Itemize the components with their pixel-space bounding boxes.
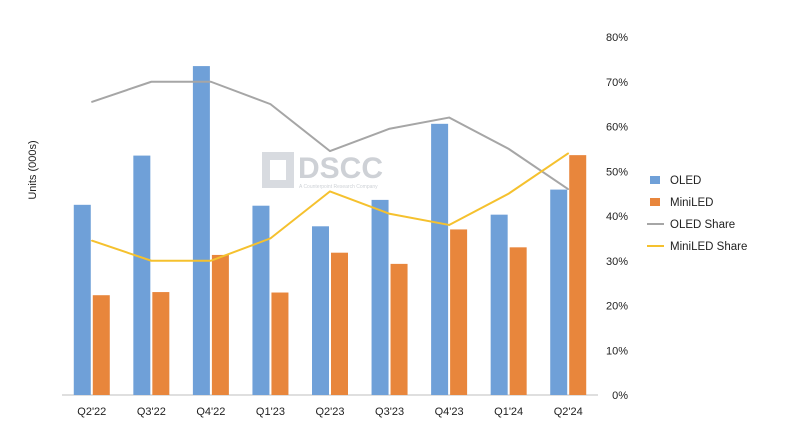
watermark-logo-mark-inner: [270, 160, 286, 180]
bar-oled-6: [431, 123, 449, 395]
y2-tick-label: 50%: [606, 166, 628, 178]
point-miniled-share-5: [388, 212, 391, 215]
legend-label-oled-share: OLED Share: [670, 219, 735, 231]
watermark-tagline: A Counterpoint Research Company: [299, 184, 378, 190]
point-miniled-share-4: [329, 190, 331, 193]
point-miniled-share-8: [567, 152, 570, 155]
watermark-brand: DSCC: [298, 152, 383, 185]
x-tick-label: Q2'23: [315, 406, 344, 418]
point-oled-share-8: [567, 188, 570, 190]
point-oled-share-2: [210, 80, 212, 83]
bar-miniled-5: [390, 263, 408, 395]
point-oled-share-3: [269, 103, 272, 105]
legend-label-oled: OLED: [670, 175, 701, 187]
point-oled-share-5: [388, 127, 391, 130]
legend-label-miniled: MiniLED: [670, 197, 713, 209]
dscc-watermark: DSCC A Counterpoint Research Company: [262, 152, 383, 190]
bar-oled-3: [252, 205, 270, 395]
x-tick-label: Q1'23: [256, 406, 285, 418]
y2-tick-label: 10%: [606, 345, 628, 357]
point-miniled-share-7: [507, 192, 510, 195]
legend-swatch-oled: [650, 176, 660, 184]
bar-miniled-1: [152, 292, 170, 395]
bar-miniled-8: [569, 155, 587, 395]
bar-miniled-2: [211, 254, 229, 395]
x-tick-label: Q2'24: [554, 406, 583, 418]
x-tick-label: Q4'23: [435, 406, 464, 418]
point-oled-share-4: [329, 150, 331, 152]
y2-tick-label: 70%: [606, 77, 628, 89]
y2-tick-label: 40%: [606, 211, 628, 223]
bar-oled-2: [192, 66, 210, 396]
legend-swatch-miniled: [650, 198, 660, 206]
y2-tick-label: 30%: [606, 256, 628, 268]
point-oled-share-1: [150, 80, 153, 83]
share-lines: [90, 80, 570, 262]
x-tick-label: Q3'22: [137, 406, 166, 418]
bar-oled-4: [312, 226, 329, 395]
legend-label-miniled-share: MiniLED Share: [670, 241, 747, 253]
tick-labels: Q2'22 Q3'22 Q4'22 Q1'23 Q2'23 Q3'23 Q4'23 Q1'24…: [77, 32, 628, 418]
point-oled-share-7: [507, 148, 510, 150]
bars: [73, 66, 587, 396]
bar-miniled-4: [331, 252, 348, 395]
y2-tick-label: 0%: [612, 390, 628, 402]
bar-oled-8: [550, 189, 568, 395]
bar-miniled-6: [450, 229, 468, 395]
point-oled-share-0: [90, 101, 93, 103]
x-tick-label: Q3'23: [375, 406, 404, 418]
bar-oled-0: [73, 204, 91, 395]
y2-tick-label: 60%: [606, 122, 628, 134]
bar-oled-1: [133, 155, 151, 395]
x-tick-label: Q4'22: [196, 406, 225, 418]
bar-miniled-7: [509, 247, 527, 395]
legend: OLED MiniLED OLED Share MiniLED Share: [647, 175, 747, 253]
x-tick-label: Q2'22: [77, 406, 106, 418]
y2-tick-label: 20%: [606, 301, 628, 313]
point-miniled-share-2: [210, 259, 212, 262]
bar-oled-7: [490, 214, 508, 395]
x-tick-label: Q1'24: [494, 406, 523, 418]
point-miniled-share-6: [448, 224, 450, 226]
bar-miniled-0: [92, 295, 110, 395]
bar-oled-5: [371, 199, 389, 395]
y2-tick-label: 80%: [606, 32, 628, 44]
bar-miniled-3: [271, 292, 289, 395]
point-miniled-share-1: [150, 259, 153, 262]
y-axis-title: Units (000s): [27, 140, 39, 199]
point-oled-share-6: [448, 116, 450, 119]
point-miniled-share-3: [269, 237, 272, 240]
point-miniled-share-0: [90, 239, 93, 242]
